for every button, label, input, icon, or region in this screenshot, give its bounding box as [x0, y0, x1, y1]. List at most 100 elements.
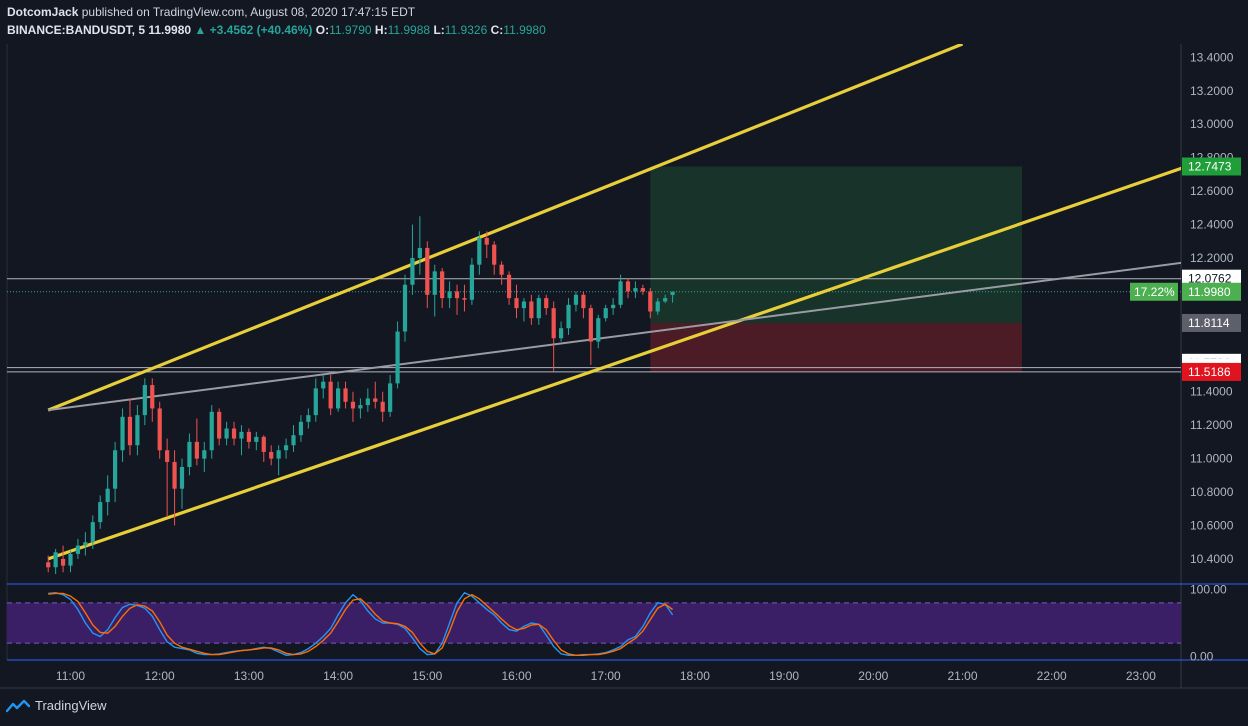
candle-body — [224, 428, 229, 439]
candle-body — [254, 436, 259, 442]
candle — [603, 304, 608, 322]
candle — [209, 405, 214, 459]
candle-body — [440, 271, 445, 299]
price-label-text: 12.7473 — [1188, 159, 1232, 173]
candle-body — [53, 552, 58, 568]
candle-body — [60, 558, 66, 566]
price-tick-label: 12.2000 — [1190, 251, 1234, 265]
candle — [239, 425, 244, 456]
rsi-d-line — [48, 592, 674, 656]
open-label: O: — [315, 23, 330, 37]
candle-body — [618, 281, 623, 305]
channel-lower-line — [47, 166, 1181, 561]
candle — [90, 515, 95, 549]
price-label-entry: 11.8114 — [1182, 313, 1241, 332]
candle-body — [261, 436, 266, 452]
candle — [127, 398, 133, 456]
candle — [477, 231, 482, 275]
candle — [202, 441, 207, 472]
candle — [663, 294, 668, 304]
candle-body — [588, 308, 593, 342]
time-tick-label: 14:00 — [323, 669, 353, 683]
last-price: 11.9980 — [148, 23, 192, 37]
candle — [388, 375, 393, 417]
candle-body — [321, 381, 326, 389]
candle-body — [380, 401, 385, 412]
candle-body — [388, 383, 393, 412]
candle-body — [98, 502, 103, 523]
candle — [313, 378, 318, 422]
candle — [120, 408, 125, 462]
price-label-box — [1182, 157, 1241, 176]
price-label-target: 12.7473 — [1182, 157, 1241, 176]
candle-body — [410, 257, 415, 285]
candle-body — [506, 274, 512, 299]
tradingview-branding[interactable]: TradingView — [6, 698, 107, 713]
candle-body — [306, 415, 311, 422]
candle — [98, 495, 103, 529]
candle — [410, 224, 415, 295]
candle — [291, 425, 296, 452]
candle-body — [194, 441, 199, 459]
candle-body — [603, 308, 608, 319]
candle-body — [350, 401, 356, 409]
candle-body — [373, 398, 378, 402]
candle-body — [202, 450, 207, 459]
author-name[interactable]: DotcomJack — [7, 5, 79, 19]
position-stop-zone — [650, 322, 1022, 372]
candle-body — [655, 301, 660, 312]
symbol-name[interactable]: BINANCE:BANDUSDT, 5 — [7, 23, 146, 37]
candle — [521, 298, 527, 322]
time-tick-label: 22:00 — [1037, 669, 1067, 683]
candle — [53, 548, 58, 574]
position-percent-badge: 17.22% — [1130, 282, 1178, 301]
candle-body — [105, 488, 110, 503]
price-label-box — [1182, 282, 1241, 301]
candle-body — [209, 411, 214, 451]
candle-body — [648, 291, 653, 312]
high-label: H: — [374, 23, 388, 37]
brand-name: TradingView — [35, 698, 107, 713]
candle — [157, 401, 162, 459]
candle-body — [135, 415, 140, 446]
candle — [179, 458, 185, 509]
time-tick-label: 11:00 — [56, 669, 85, 683]
candle — [306, 408, 311, 429]
channel-upper-line — [47, 44, 964, 412]
candle — [529, 294, 534, 325]
candle-body — [492, 244, 497, 265]
candle-body — [113, 450, 118, 489]
candle-body — [276, 450, 281, 459]
candle — [336, 381, 341, 412]
candle-body — [544, 298, 549, 309]
candle — [454, 284, 460, 315]
rsi-k-line — [48, 591, 674, 657]
candle — [231, 421, 237, 446]
candle-body — [454, 291, 460, 299]
candle-body — [269, 451, 274, 459]
time-tick-label: 23:00 — [1126, 669, 1156, 683]
candle-body — [625, 281, 631, 292]
candle-body — [298, 421, 304, 436]
candle-body — [120, 416, 125, 451]
candle-body — [179, 466, 185, 489]
candle — [551, 301, 556, 372]
candle-body — [127, 416, 133, 446]
price-label-box — [1182, 362, 1241, 381]
candle-body — [633, 288, 638, 292]
price-tick-label: 12.4000 — [1190, 218, 1234, 232]
candle — [559, 321, 564, 342]
candle — [373, 381, 378, 409]
candle-body — [573, 294, 579, 305]
candle-body — [432, 271, 437, 295]
candle — [596, 314, 601, 349]
price-label-box — [1182, 313, 1241, 332]
time-tick-label: 12:00 — [145, 669, 175, 683]
time-tick-label: 16:00 — [501, 669, 531, 683]
time-tick-label: 18:00 — [680, 669, 710, 683]
candle-body — [313, 388, 318, 416]
candle — [343, 381, 348, 409]
candle — [380, 391, 385, 422]
price-tick-label: 13.0000 — [1190, 117, 1234, 131]
